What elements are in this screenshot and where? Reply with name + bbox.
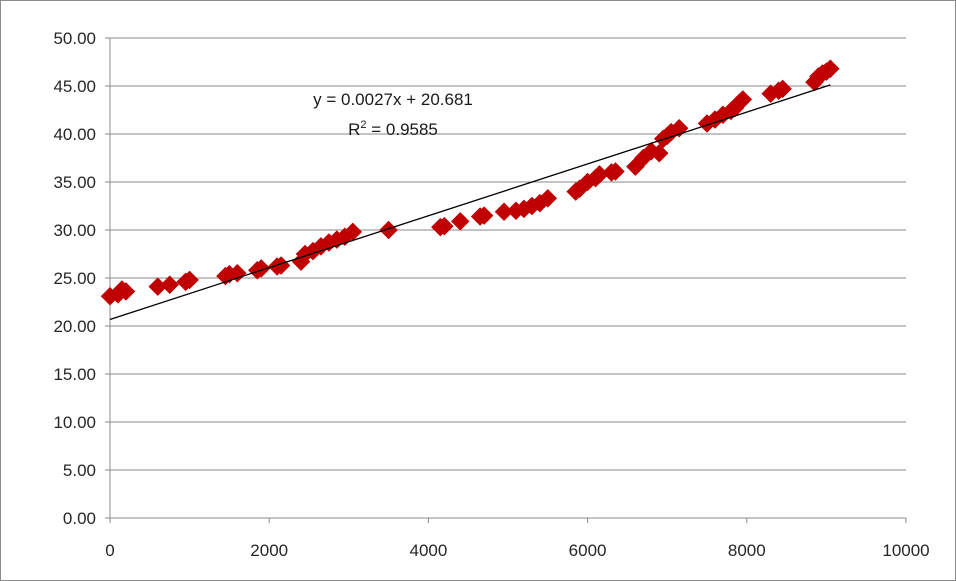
y-tick-label-9: 45.00 xyxy=(53,77,96,96)
data-point-64 xyxy=(821,59,840,79)
data-point-49 xyxy=(669,118,689,138)
data-point-59 xyxy=(773,79,792,99)
y-tick-label-1: 5.00 xyxy=(63,461,96,480)
data-point-45 xyxy=(649,143,669,163)
data-point-25 xyxy=(434,216,454,236)
trendline-equation: y = 0.0027x + 20.681 xyxy=(313,90,473,109)
y-tick-label-10: 50.00 xyxy=(53,29,96,48)
y-tick-label-3: 15.00 xyxy=(53,365,96,384)
x-tick-label-0: 0 xyxy=(105,541,114,560)
data-point-7 xyxy=(180,270,199,290)
gridlines xyxy=(110,37,906,471)
y-tick-label-5: 25.00 xyxy=(53,269,96,288)
x-tick-label-4: 8000 xyxy=(728,541,766,560)
r-squared-value: = 0.9585 xyxy=(367,120,438,139)
data-points xyxy=(100,59,840,306)
x-tick-label-2: 4000 xyxy=(409,541,447,560)
x-tick-label-3: 6000 xyxy=(569,541,607,560)
y-tick-label-7: 35.00 xyxy=(53,173,96,192)
y-tick-labels: 0.00 5.00 10.00 15.00 20.00 25.00 30.00 35.00 40… xyxy=(53,29,96,528)
trendline xyxy=(109,84,831,321)
y-tick-label-4: 20.00 xyxy=(53,317,96,336)
data-point-3 xyxy=(116,282,136,301)
y-tick-label-6: 30.00 xyxy=(53,221,96,240)
y-tick-label-8: 40.00 xyxy=(53,125,96,144)
data-point-28 xyxy=(474,206,494,225)
data-point-12 xyxy=(251,259,271,278)
data-point-14 xyxy=(271,256,291,275)
data-point-41 xyxy=(606,162,625,181)
x-tick-label-1: 2000 xyxy=(250,541,288,560)
y-tick-label-0: 0.00 xyxy=(63,509,96,528)
axes xyxy=(105,37,907,523)
r-squared-label: R2 = 0.9585 xyxy=(348,119,438,139)
data-point-10 xyxy=(228,263,247,283)
data-point-26 xyxy=(450,212,470,231)
x-tick-labels: 0 2000 4000 6000 8000 10000 xyxy=(105,541,929,560)
data-point-5 xyxy=(160,275,180,295)
data-point-34 xyxy=(538,188,558,208)
data-point-23 xyxy=(379,220,398,240)
y-tick-label-2: 10.00 xyxy=(53,413,96,432)
r-squared-superscript: 2 xyxy=(360,119,366,131)
x-tick-label-5: 10000 xyxy=(882,541,929,560)
data-point-56 xyxy=(733,90,753,109)
r-squared-symbol: R xyxy=(348,120,360,139)
